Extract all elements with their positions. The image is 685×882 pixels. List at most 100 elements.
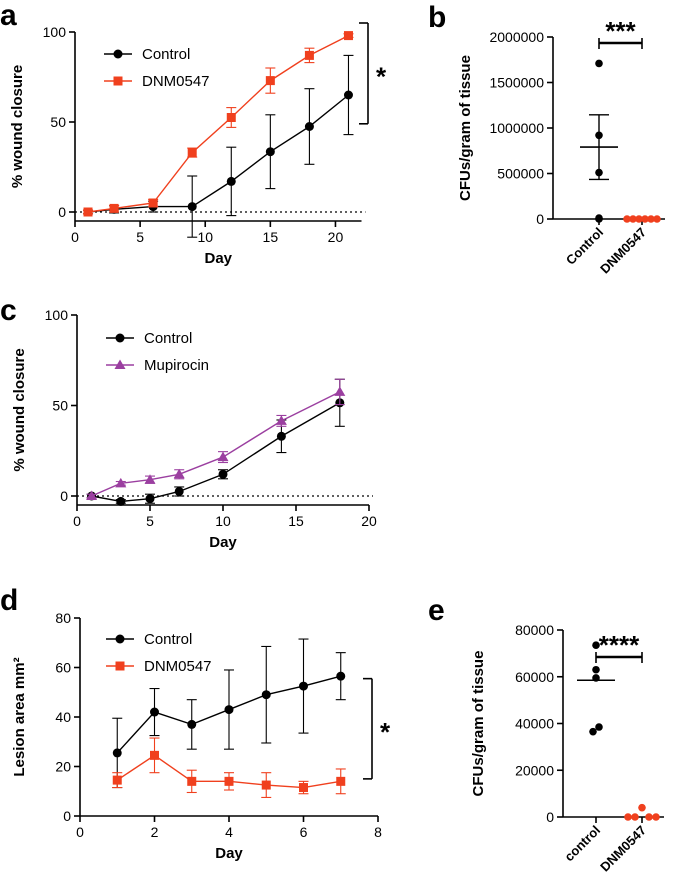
x-tick-label: 10	[215, 513, 231, 529]
data-point	[652, 813, 660, 821]
data-point	[174, 486, 184, 496]
legend-label: Control	[144, 330, 192, 347]
legend-marker	[115, 661, 125, 671]
legend-marker	[114, 359, 126, 369]
data-point	[115, 477, 127, 488]
x-axis-label: Day	[204, 250, 232, 267]
panel-letter: b	[428, 1, 446, 34]
data-point	[275, 415, 287, 425]
group-control	[580, 59, 618, 223]
legend-label: DNM0547	[144, 658, 212, 675]
data-point	[217, 451, 229, 462]
data-point	[334, 386, 346, 396]
x-axis-label: Day	[209, 534, 237, 551]
data-point	[592, 665, 600, 674]
series-dnm0547	[112, 737, 346, 798]
y-tick-label: 2000000	[489, 29, 544, 45]
data-point	[299, 783, 308, 793]
category-label: DNM0547	[597, 225, 649, 277]
data-point	[116, 496, 126, 506]
data-point	[635, 215, 643, 223]
x-tick-label: 20	[328, 229, 344, 245]
data-point	[187, 776, 197, 786]
data-point	[653, 215, 661, 223]
data-point	[304, 50, 314, 60]
y-tick-label: 0	[63, 808, 71, 824]
panel-e: e 0 20000 40000 60000 80000 CFUs/gram of tissu…	[428, 594, 664, 875]
group-dnm0547	[624, 803, 660, 821]
y-tick-label: 100	[43, 24, 67, 40]
data-point	[187, 148, 197, 158]
y-axis-label: Lesion area mm²	[11, 657, 28, 776]
y-tick-label: 80	[55, 610, 71, 626]
x-tick-label: 4	[225, 824, 233, 840]
series-control	[112, 638, 346, 789]
category-label: Control	[563, 225, 606, 268]
y-axis-label: CFUs/gram of tissue	[470, 651, 487, 797]
y-tick-label: 80000	[515, 622, 554, 638]
data-point	[629, 215, 637, 223]
data-point	[150, 750, 159, 760]
data-point	[224, 776, 234, 786]
data-point	[595, 215, 603, 223]
y-tick-label: 60000	[515, 669, 554, 685]
x-tick-label: 15	[288, 513, 304, 529]
x-tick-label: 15	[263, 229, 279, 245]
panel-b: b 0 500000 1000000 1500000 2000000 CFUs/gram o…	[428, 1, 665, 277]
y-tick-label: 60	[55, 660, 71, 676]
y-tick-label: 20	[55, 759, 71, 775]
legend-marker	[113, 76, 123, 86]
series-control	[83, 54, 354, 238]
x-tick-label: 6	[300, 824, 308, 840]
x-tick-label: 10	[197, 229, 213, 245]
data-point	[641, 215, 649, 223]
x-tick-label: 8	[374, 824, 382, 840]
data-point	[144, 474, 156, 484]
y-tick-label: 500000	[497, 166, 544, 182]
group-control	[577, 641, 615, 736]
panel-c: c 0 50 100 0 5 10 15 20 Day % wound closure Control…	[0, 294, 377, 551]
data-point	[226, 113, 236, 122]
legend-marker	[115, 634, 125, 644]
y-tick-label: 20000	[515, 762, 554, 778]
series-dnm0547	[83, 31, 354, 217]
data-point	[224, 705, 234, 715]
category-label: DNM0547	[597, 823, 649, 875]
y-tick-label: 0	[546, 809, 554, 825]
panel-a: a 0 50 100 0 5 10 15 20 Day % wound closure Control…	[0, 0, 387, 267]
y-axis-label: % wound closure	[11, 348, 28, 471]
data-point	[595, 59, 603, 68]
data-point	[638, 803, 646, 812]
panel-letter: a	[0, 0, 17, 32]
x-tick-label: 2	[151, 824, 159, 840]
data-point	[343, 90, 353, 100]
data-point	[261, 690, 271, 700]
significance-label: ***	[605, 16, 636, 46]
data-point	[645, 813, 653, 821]
data-point	[265, 147, 275, 157]
y-tick-label: 1000000	[489, 120, 544, 136]
y-tick-label: 0	[60, 488, 68, 504]
legend-label: Mupirocin	[144, 357, 209, 374]
data-point	[112, 748, 122, 758]
data-point	[148, 198, 158, 208]
y-axis-label: % wound closure	[9, 65, 26, 188]
x-tick-label: 0	[73, 513, 81, 529]
x-tick-label: 20	[361, 513, 377, 529]
data-point	[83, 207, 93, 217]
y-axis-label: CFUs/gram of tissue	[457, 55, 474, 201]
panel-letter: c	[0, 294, 17, 327]
y-tick-label: 0	[536, 211, 544, 227]
data-point	[145, 494, 155, 504]
data-point	[218, 469, 228, 479]
x-tick-label: 0	[76, 824, 84, 840]
x-axis-label: Day	[215, 845, 243, 862]
legend-label: DNM0547	[142, 73, 210, 90]
x-tick-label: 5	[146, 513, 154, 529]
data-point	[631, 813, 639, 821]
y-tick-label: 0	[58, 204, 66, 220]
series-line	[91, 402, 341, 503]
data-point	[595, 723, 603, 731]
data-point	[304, 122, 314, 131]
